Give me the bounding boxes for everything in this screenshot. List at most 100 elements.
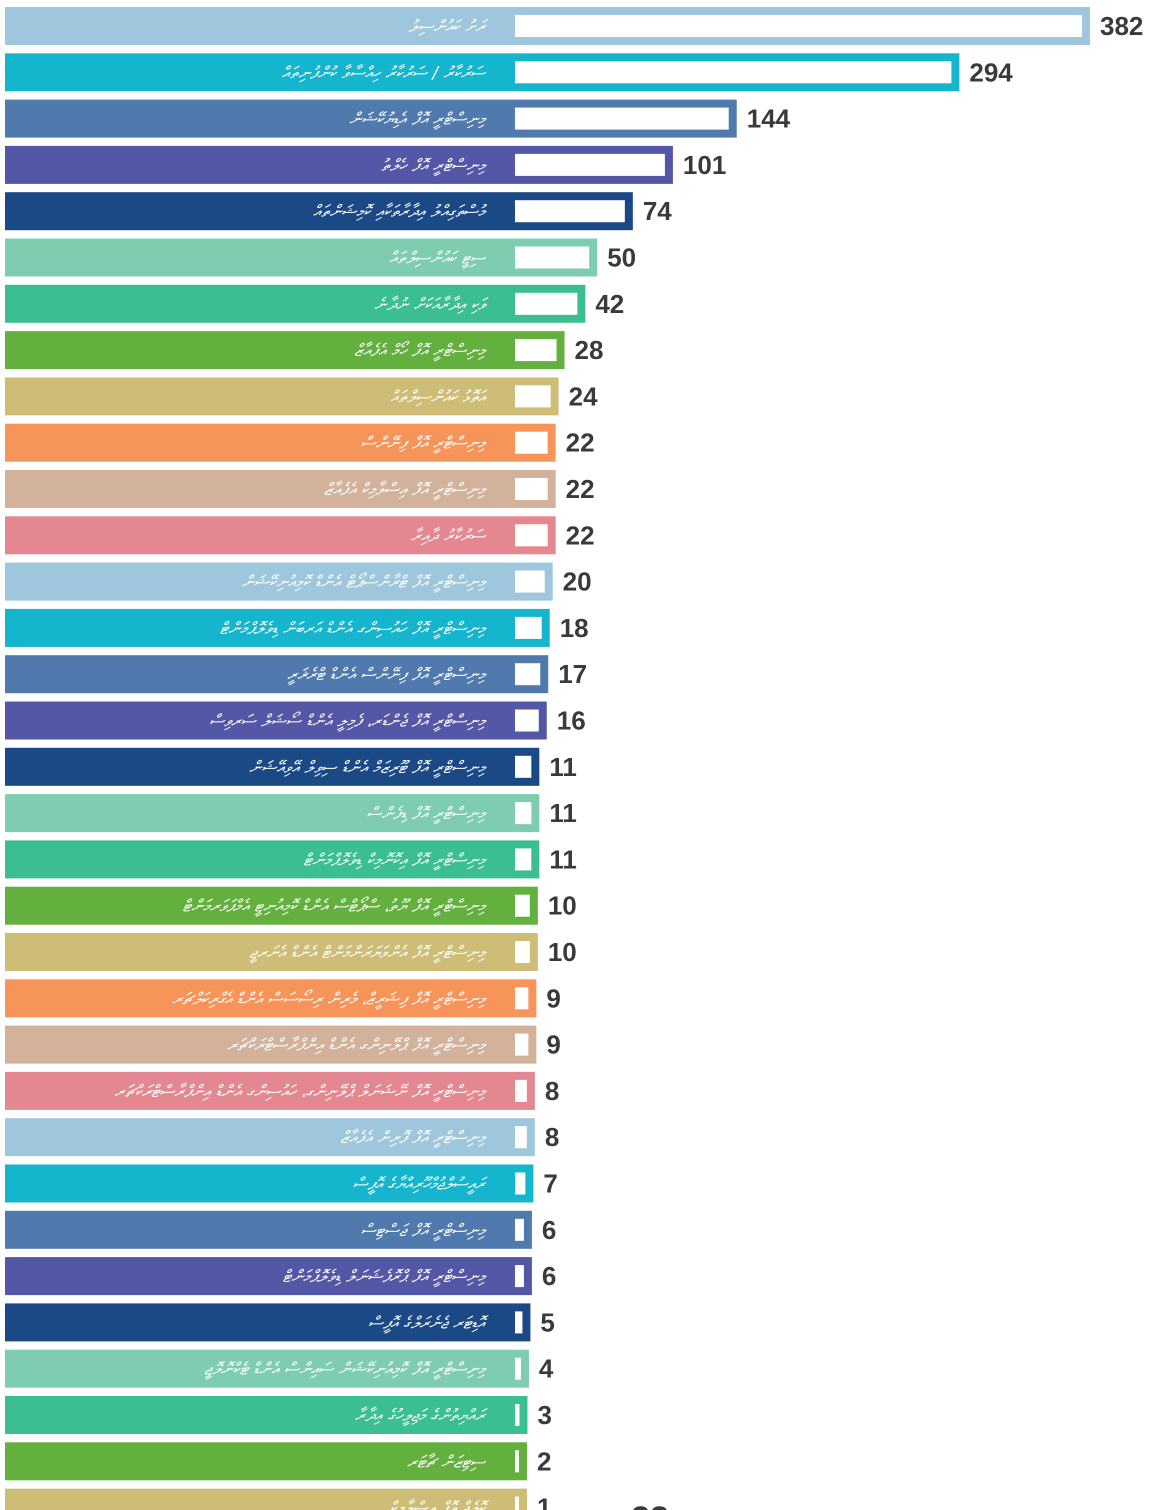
bar-category-label: މިނިސްޓްރީ އޮފް އިސްލާމިކް އެފެއާޒް <box>324 480 487 501</box>
bar-value-label: 9 <box>546 983 560 1013</box>
bar-row: މިނިސްޓްރީ އޮފް ޓޫރިޒަމް އެންޑް ސިވިލް އ… <box>5 747 577 786</box>
bar-category-label: މިނިސްޓްރީ އޮފް ފިޝަރީޒް، މެރިން ރިސޯސަސ… <box>172 988 487 1010</box>
bar-category-label: މިނިސްޓްރީ އޮފް ފިނޭންސް އެންޑް ޓްރެޜަރީ <box>287 665 487 686</box>
bar-value-label: 50 <box>607 243 636 273</box>
bar-value-label: 144 <box>747 104 791 134</box>
bar-category-label: ރަށު ކައުންސިލު <box>409 17 489 37</box>
bar-category-label: ސިޓީ ކައުންސިލްތައް <box>389 249 487 270</box>
bar-value-label: 22 <box>566 520 595 550</box>
bar-value-label: 6 <box>542 1215 556 1245</box>
bar-category-label: ސަރުކާރު ދާއިރާ <box>411 526 487 546</box>
bar-value-fill <box>515 153 665 176</box>
bar <box>5 1303 531 1342</box>
bar-category-label: މުސްތަގިއްލު އިދާރާތަކާއި ކޮމިޝަންތައް <box>313 202 487 222</box>
bar-value-fill <box>515 616 542 639</box>
bar-value-fill <box>515 107 729 130</box>
bar-value-fill <box>515 61 952 84</box>
footer-fragment: 33 <box>631 1500 669 1510</box>
bar-row: މިނިސްޓްރީ އޮފް ހެލްތު 101 <box>5 145 726 184</box>
bar <box>5 1071 535 1110</box>
bar-value-fill <box>515 385 551 408</box>
bar-category-label: ކޮލެޖް އޮފް އިސްލާމިކް <box>390 1499 490 1510</box>
bar-row: މިނިސްޓްރީ އޮފް ފޮރިން އެފެއާޒް 8 <box>5 1118 559 1157</box>
bar <box>5 1025 537 1064</box>
bar-category-label: މިނިސްޓްރީ އޮފް ޔޫތު، ސްޕޯޓްސް އެންޑް ކޮ… <box>182 896 486 918</box>
bar-row: މިނިސްޓްރީ އޮފް އިކޮނޮމިކް ޑިވެލޮޕްމަންޓ… <box>5 840 577 879</box>
bar <box>5 608 550 647</box>
bar-value-fill <box>515 1172 526 1195</box>
bar-category-label: މިނިސްޓްރީ އޮފް ހޯމް އެފެއާޒް <box>354 340 487 362</box>
bar-category-label: ރައްޔިތުންގެ މަޖިލީހުގެ އިދާރާ <box>355 1406 488 1427</box>
bar-row: ވަކި އިދާރާއަކަށް ނުދާނެ 42 <box>5 284 624 323</box>
bar-category-label: އަތޮޅު ކައުންސިލްތައް <box>390 387 488 407</box>
bar-value-label: 11 <box>549 844 577 874</box>
bar-row: މިނިސްޓްރީ އޮފް އެޑިޔުކޭޝަން 144 <box>5 99 791 138</box>
bar-value-label: 3 <box>537 1400 551 1430</box>
bar-value-fill <box>515 478 548 500</box>
bar-value-fill <box>515 1450 519 1473</box>
bar-value-label: 20 <box>563 567 592 597</box>
bar-value-fill <box>515 339 557 362</box>
bar <box>5 1210 532 1249</box>
bar-value-fill <box>515 755 532 778</box>
bar-row: އޮޑިޓަރ ޖެނެރަލްގެ އޮފީސް 5 <box>5 1303 555 1342</box>
bar <box>5 701 547 740</box>
bar-value-fill <box>515 709 539 732</box>
bar-row: ރައީސުލްޖުމްހޫރިއްޔާގެ އޮފީސް 7 <box>5 1164 558 1203</box>
bar-category-label: މިނިސްޓްރީ އޮފް ހައުސިންގ އެންޑް އަރބަން… <box>220 619 487 640</box>
bar-row: މިނިސްޓްރީ އޮފް ޕްރޮފެޝަނަލް ޑިވެލޮޕްމަނ… <box>5 1257 556 1296</box>
bar-row: މިނިސްޓްރީ އޮފް ހޯމް އެފެއާޒް 28 <box>5 331 603 370</box>
bar-value-fill <box>515 200 625 223</box>
bar-category-label: މިނިސްޓްރީ އޮފް ޕްލޭނިންގ އެންޑް އިންފްރ… <box>227 1036 487 1057</box>
bar-row: މިނިސްޓްރީ އޮފް ޕްލޭނިންގ އެންޑް އިންފްރ… <box>5 1025 561 1064</box>
bar-category-label: މިނިސްޓްރީ އޮފް ޑިފެންސް <box>366 804 487 825</box>
bar-value-fill <box>515 246 590 269</box>
bar-row: މިނިސްޓްރީ އޮފް ޓްރާންސްޕޯޓް އެންޑް ކޮމި… <box>5 562 592 601</box>
bar-row: މުސްތަގިއްލު އިދާރާތަކާއި ކޮމިޝަންތައް 74 <box>5 192 672 231</box>
bar-value-label: 8 <box>545 1122 559 1152</box>
bar-category-label: މިނިސްޓްރީ އޮފް އެންވަޔަރަންމަންޓް އެންޑ… <box>249 943 487 964</box>
bar-value-label: 382 <box>1100 11 1143 41</box>
bar-row: ރައްޔިތުންގެ މަޖިލީހުގެ އިދާރާ 3 <box>5 1396 552 1434</box>
bar-category-label: ސިޓިޒަން ޗާޓަރ <box>407 1452 487 1472</box>
bar <box>5 331 565 370</box>
bar-row: މިނިސްޓްރީ އޮފް ނޭޝަނަލް ޕްލޭނިންގ، ހައު… <box>5 1071 559 1110</box>
bar-row: މިނިސްޓްރީ އޮފް އެންވަޔަރަންމަންޓް އެންޑ… <box>5 933 577 971</box>
bar-row: މިނިސްޓްރީ އޮފް އިސްލާމިކް އެފެއާޒް 22 <box>5 470 595 508</box>
bar-value-fill <box>515 802 532 825</box>
bar-value-fill <box>515 524 548 547</box>
bar-value-label: 11 <box>549 752 577 782</box>
bar-value-fill <box>515 1126 527 1149</box>
bar-category-label: އޮޑިޓަރ ޖެނެރަލްގެ އޮފީސް <box>368 1313 489 1334</box>
bar <box>5 238 598 277</box>
bar-row: މިނިސްޓްރީ އޮފް ޖެންޑަރ، ފެމިލީ އެންޑް ސ… <box>5 701 586 740</box>
bar-value-label: 18 <box>560 613 589 643</box>
bar-category-label: މިނިސްޓްރީ އޮފް ޕްރޮފެޝަނަލް ޑިވެލޮޕްމަނ… <box>283 1267 487 1288</box>
bar-value-fill <box>515 431 548 454</box>
bar-value-fill <box>515 1033 529 1056</box>
bar-value-fill <box>515 1496 519 1510</box>
bar-category-label: މިނިސްޓްރީ އޮފް ޖެންޑަރ، ފެމިލީ އެންޑް ސ… <box>209 711 487 733</box>
bar <box>5 1164 534 1203</box>
bar-value-label: 294 <box>969 57 1013 87</box>
bar-value-fill <box>515 292 578 315</box>
bar-value-fill <box>515 1079 527 1102</box>
bar-value-fill <box>515 1311 523 1334</box>
bar-value-fill <box>515 894 530 917</box>
bar-value-label: 4 <box>539 1354 554 1384</box>
bar <box>5 1488 527 1510</box>
bar-value-label: 17 <box>558 659 587 689</box>
bar-row: މިނިސްޓްރީ އޮފް ހައުސިންގ އެންޑް އަރބަން… <box>5 608 589 647</box>
bar-category-label: މިނިސްޓްރީ އޮފް އިކޮނޮމިކް ޑިވެލޮޕްމަންޓ… <box>303 850 486 871</box>
bar <box>5 1349 529 1388</box>
bar-row: އަތޮޅު ކައުންސިލްތައް 24 <box>5 377 598 416</box>
bar-value-label: 1 <box>537 1493 551 1510</box>
bar-category-label: މިނިސްޓްރީ އޮފް ޓްރާންސްޕޯޓް އެންޑް ކޮމި… <box>242 572 487 594</box>
bar-value-label: 16 <box>557 706 586 736</box>
bar-value-fill <box>515 941 530 963</box>
bar-value-label: 74 <box>643 196 672 226</box>
bar <box>5 933 538 971</box>
bar-row: މިނިސްޓްރީ އޮފް ފިޝަރީޒް، މެރިން ރިސޯސަސ… <box>5 979 561 1018</box>
bar <box>5 1396 528 1434</box>
